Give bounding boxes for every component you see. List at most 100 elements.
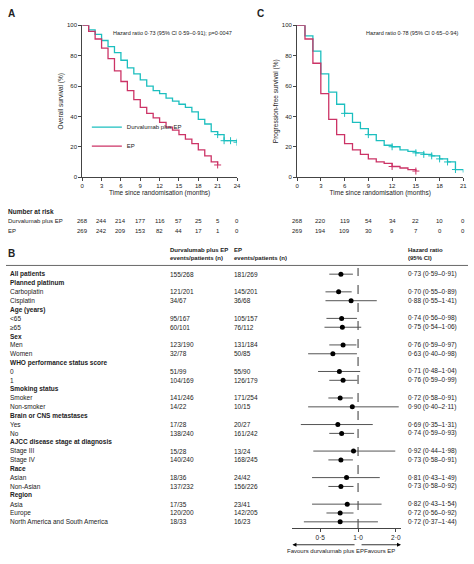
svg-text:10/15: 10/15 xyxy=(234,403,251,410)
svg-text:268: 268 xyxy=(77,218,88,224)
svg-text:76/112: 76/112 xyxy=(234,324,254,331)
svg-text:20: 20 xyxy=(70,144,77,150)
svg-text:171/254: 171/254 xyxy=(234,394,258,401)
svg-text:North America and South Americ: North America and South America xyxy=(10,518,108,525)
svg-text:20: 20 xyxy=(285,144,292,150)
svg-text:5: 5 xyxy=(216,218,220,224)
svg-text:142/205: 142/205 xyxy=(234,509,258,516)
svg-text:14/22: 14/22 xyxy=(170,403,187,410)
svg-text:0·72 (0·56–0·92): 0·72 (0·56–0·92) xyxy=(408,509,457,517)
svg-text:Non-Asian: Non-Asian xyxy=(10,483,41,490)
svg-text:0·72 (0·58–0·91): 0·72 (0·58–0·91) xyxy=(408,394,457,402)
svg-text:0·74 (0·59–0·93): 0·74 (0·59–0·93) xyxy=(408,429,457,437)
svg-text:Planned platinum: Planned platinum xyxy=(10,279,64,287)
svg-text:18/33: 18/33 xyxy=(170,518,187,525)
svg-text:268: 268 xyxy=(292,218,303,224)
svg-text:0·72 (0·37–1·44): 0·72 (0·37–1·44) xyxy=(408,518,457,526)
svg-text:21: 21 xyxy=(460,183,467,189)
svg-text:0·75 (0·54–1·06): 0·75 (0·54–1·06) xyxy=(408,323,457,331)
svg-text:32/78: 32/78 xyxy=(170,350,187,357)
svg-text:0: 0 xyxy=(289,174,293,180)
svg-text:57: 57 xyxy=(175,218,182,224)
svg-text:155/268: 155/268 xyxy=(170,271,194,278)
svg-text:Race: Race xyxy=(10,465,26,472)
svg-text:Europe: Europe xyxy=(10,509,31,517)
svg-text:≥65: ≥65 xyxy=(10,324,21,331)
svg-text:0: 0 xyxy=(235,228,239,234)
svg-text:0: 0 xyxy=(438,228,442,234)
svg-text:123/190: 123/190 xyxy=(170,341,194,348)
svg-text:95/167: 95/167 xyxy=(170,315,190,322)
svg-text:3: 3 xyxy=(319,183,323,189)
svg-text:104/169: 104/169 xyxy=(170,377,194,384)
svg-text:80: 80 xyxy=(70,53,77,59)
svg-text:0·5: 0·5 xyxy=(316,534,326,541)
svg-text:Asia: Asia xyxy=(10,501,23,508)
svg-text:0: 0 xyxy=(10,368,14,375)
svg-text:0·70 (0·55–0·89): 0·70 (0·55–0·89) xyxy=(408,288,457,296)
svg-text:7: 7 xyxy=(414,228,418,234)
svg-text:Hazard ratio 0·78 (95% CI 0·65: Hazard ratio 0·78 (95% CI 0·65–0·94) xyxy=(366,30,458,36)
svg-text:13/24: 13/24 xyxy=(234,448,251,455)
svg-text:WHO performance status score: WHO performance status score xyxy=(10,359,108,367)
svg-text:60: 60 xyxy=(285,83,292,89)
svg-text:60: 60 xyxy=(70,83,77,89)
svg-text:9: 9 xyxy=(367,183,371,189)
svg-text:109: 109 xyxy=(339,228,350,234)
svg-text:60/101: 60/101 xyxy=(170,324,190,331)
svg-text:C: C xyxy=(257,8,264,19)
svg-text:214: 214 xyxy=(115,218,126,224)
svg-text:1: 1 xyxy=(216,228,220,234)
svg-text:177: 177 xyxy=(135,218,146,224)
svg-text:55/90: 55/90 xyxy=(234,368,251,375)
svg-text:44: 44 xyxy=(175,228,182,234)
svg-text:181/269: 181/269 xyxy=(234,271,258,278)
svg-text:209: 209 xyxy=(115,228,126,234)
svg-text:EP: EP xyxy=(127,143,135,149)
svg-text:17/28: 17/28 xyxy=(170,421,187,428)
svg-text:<65: <65 xyxy=(10,315,21,322)
svg-text:Stage IV: Stage IV xyxy=(10,456,36,464)
svg-text:10: 10 xyxy=(436,218,443,224)
svg-text:Favours EP: Favours EP xyxy=(364,548,395,554)
svg-text:16/23: 16/23 xyxy=(234,518,251,525)
svg-text:Overall survival (%): Overall survival (%) xyxy=(57,73,65,129)
svg-text:0: 0 xyxy=(74,174,78,180)
svg-text:121/201: 121/201 xyxy=(170,288,194,295)
svg-text:Age (years): Age (years) xyxy=(10,306,45,314)
svg-text:54: 54 xyxy=(365,218,372,224)
svg-text:15: 15 xyxy=(413,183,420,189)
svg-text:1·0: 1·0 xyxy=(353,534,363,541)
svg-text:Smoker: Smoker xyxy=(10,394,33,401)
svg-text:No: No xyxy=(10,430,19,437)
svg-text:22: 22 xyxy=(412,218,419,224)
svg-text:141/246: 141/246 xyxy=(170,394,194,401)
svg-text:100: 100 xyxy=(282,22,293,28)
svg-text:116: 116 xyxy=(155,218,165,224)
svg-text:0: 0 xyxy=(81,183,85,189)
svg-text:220: 220 xyxy=(315,218,326,224)
svg-text:25: 25 xyxy=(195,218,202,224)
svg-text:B: B xyxy=(8,248,15,259)
svg-text:Brain or CNS metastases: Brain or CNS metastases xyxy=(10,412,88,419)
svg-text:9: 9 xyxy=(139,183,143,189)
svg-text:6: 6 xyxy=(343,183,347,189)
svg-text:18: 18 xyxy=(436,183,443,189)
svg-text:0·90 (0·40–2·11): 0·90 (0·40–2·11) xyxy=(408,403,456,411)
svg-text:40: 40 xyxy=(70,114,77,120)
svg-text:18/36: 18/36 xyxy=(170,474,187,481)
svg-text:EP: EP xyxy=(8,228,16,234)
svg-text:17/35: 17/35 xyxy=(170,501,187,508)
svg-text:0·76 (0·59–0·99): 0·76 (0·59–0·99) xyxy=(408,376,457,384)
svg-text:15/28: 15/28 xyxy=(170,448,187,455)
svg-text:161/242: 161/242 xyxy=(234,430,258,437)
svg-text:Smoking status: Smoking status xyxy=(10,385,59,393)
svg-text:131/184: 131/184 xyxy=(234,341,258,348)
svg-text:Favours durvalumab plus EP: Favours durvalumab plus EP xyxy=(287,548,364,554)
svg-text:51/99: 51/99 xyxy=(170,368,187,375)
svg-text:Carboplatin: Carboplatin xyxy=(10,288,44,296)
svg-text:168/245: 168/245 xyxy=(234,456,258,463)
svg-text:30: 30 xyxy=(365,228,372,234)
svg-text:24/42: 24/42 xyxy=(234,474,251,481)
svg-text:40: 40 xyxy=(285,114,292,120)
